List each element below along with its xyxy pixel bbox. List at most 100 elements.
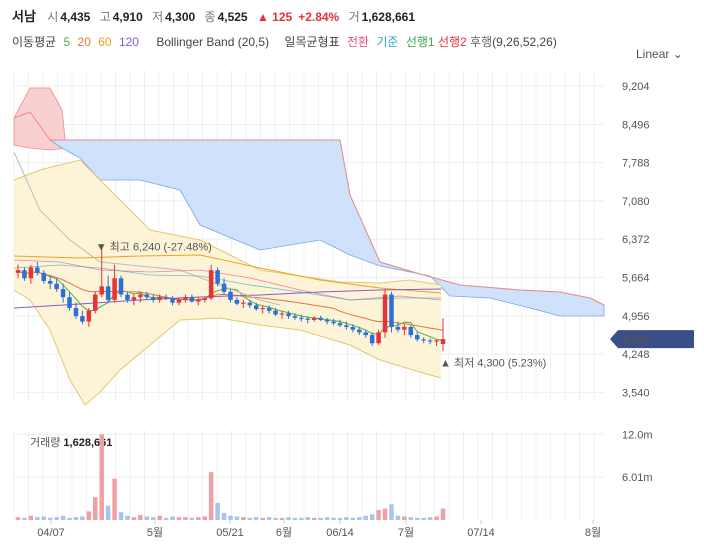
candle-body (247, 302, 253, 306)
candle-body (86, 310, 92, 322)
volume-bar (279, 517, 285, 520)
volume-bar (421, 517, 426, 520)
scale-selector[interactable]: Linear ⌄ (636, 47, 683, 61)
candle-body (22, 270, 27, 279)
volume-bar (266, 517, 272, 520)
low-value: 4,300 (165, 10, 196, 24)
candle-body (150, 297, 156, 300)
volume-bar (292, 517, 298, 520)
volume-bar (138, 515, 143, 520)
candles (15, 246, 446, 352)
open-label: 시 (47, 10, 59, 24)
volume-bar (35, 517, 40, 520)
candle-body (60, 289, 66, 298)
candle-body (408, 326, 414, 336)
candle-body (99, 286, 104, 295)
y-tick-label: 7,788 (622, 158, 650, 170)
candle-body (286, 313, 291, 317)
volume-bar (247, 517, 253, 520)
low-label: 저 (152, 10, 164, 24)
volume-bar (67, 517, 72, 520)
bollinger-label[interactable]: Bollinger Band (20,5) (156, 35, 270, 49)
volume-bar (80, 516, 85, 520)
volume-bar (350, 517, 356, 520)
candle-body (273, 310, 278, 315)
x-tick-label: 04/07 (37, 527, 65, 539)
ma5-label[interactable]: 5 (63, 35, 71, 49)
x-tick-label: 06/14 (326, 527, 354, 539)
ichimoku-label[interactable]: 일목균형표 (284, 35, 340, 49)
volume-bar (241, 517, 246, 520)
bollinger-lower (13, 289, 442, 406)
volume-bar (331, 517, 336, 520)
ma60-line (13, 254, 442, 294)
candle-body (35, 267, 40, 273)
bollinger-band (13, 159, 442, 406)
volume-bar (208, 472, 214, 520)
candle-body (170, 298, 175, 303)
candle-body (73, 308, 79, 317)
candle-body (221, 283, 227, 292)
candle-body (427, 340, 433, 342)
candle-body (196, 299, 201, 302)
candle-body (266, 308, 272, 311)
candle-body (47, 280, 53, 284)
volume-bar (47, 517, 53, 520)
candle-body (292, 316, 298, 318)
candle-body (80, 316, 85, 322)
chevron-down-icon: ⌄ (672, 47, 683, 61)
candle-body (189, 297, 195, 302)
ma-label[interactable]: 이동평균 (12, 35, 57, 49)
volume-bar (324, 517, 330, 520)
volume-bar (286, 517, 291, 520)
volume-tick-label: 6.01m (622, 472, 653, 484)
volume-tick-label: 12.0m (622, 429, 653, 441)
ma60-label[interactable]: 60 (98, 35, 112, 49)
high-annotation: ▼ 최고 6,240 (-27.48%) (96, 240, 212, 253)
y-tick-label: 7,080 (622, 196, 650, 208)
candle-body (163, 297, 169, 299)
scale-label: Linear (636, 47, 670, 61)
ichimoku-base[interactable]: 기준 (376, 35, 399, 49)
ma20-label[interactable]: 20 (77, 35, 91, 49)
volume-bar (93, 497, 98, 520)
volume-bar (382, 508, 388, 520)
x-axis: 04/07 5월 05/21 6월 06/14 7월 07/14 8월 (37, 520, 601, 539)
candle-body (241, 302, 246, 304)
volume-bar (228, 515, 233, 520)
annotations: ▼ 최고 6,240 (-27.48%) ▲ 최저 4,300 (5.23%) (96, 240, 547, 369)
ichimoku-conversion[interactable]: 전환 (346, 35, 370, 49)
candle-body (125, 294, 130, 300)
volume-bar (73, 517, 79, 520)
volume-bar (196, 517, 201, 520)
ichimoku-span1[interactable]: 선행1 (405, 35, 435, 49)
volume-bar (427, 517, 433, 520)
change-percent: +2.84% (298, 10, 340, 24)
volume-bar (434, 516, 439, 520)
low-annotation: ▲ 최저 4,300 (5.23%) (440, 356, 546, 369)
volume-bar (357, 517, 362, 520)
candle-body (234, 299, 240, 304)
volume-bar (389, 504, 394, 520)
bollinger-upper (13, 159, 442, 286)
volume-bar (305, 517, 311, 520)
ma120-label[interactable]: 120 (118, 35, 139, 49)
candle-body (311, 317, 317, 320)
ichimoku-span2-line (13, 111, 605, 306)
current-price-label: 4,525 (622, 334, 650, 346)
candle-body (421, 339, 426, 341)
x-tick-label: 8월 (585, 526, 601, 539)
volume-bar (299, 517, 304, 520)
volume-bar (99, 434, 104, 520)
volume-bar (163, 517, 169, 520)
volume-bar (363, 515, 368, 520)
volume-bar (54, 517, 59, 520)
x-tick-label: 7월 (398, 526, 414, 539)
ichimoku-span2[interactable]: 선행2 (437, 35, 467, 49)
current-price-marker (610, 330, 694, 349)
candle-body (202, 298, 207, 300)
candle-body (105, 286, 111, 300)
ichimoku-lagging[interactable]: 후행 (470, 35, 493, 49)
